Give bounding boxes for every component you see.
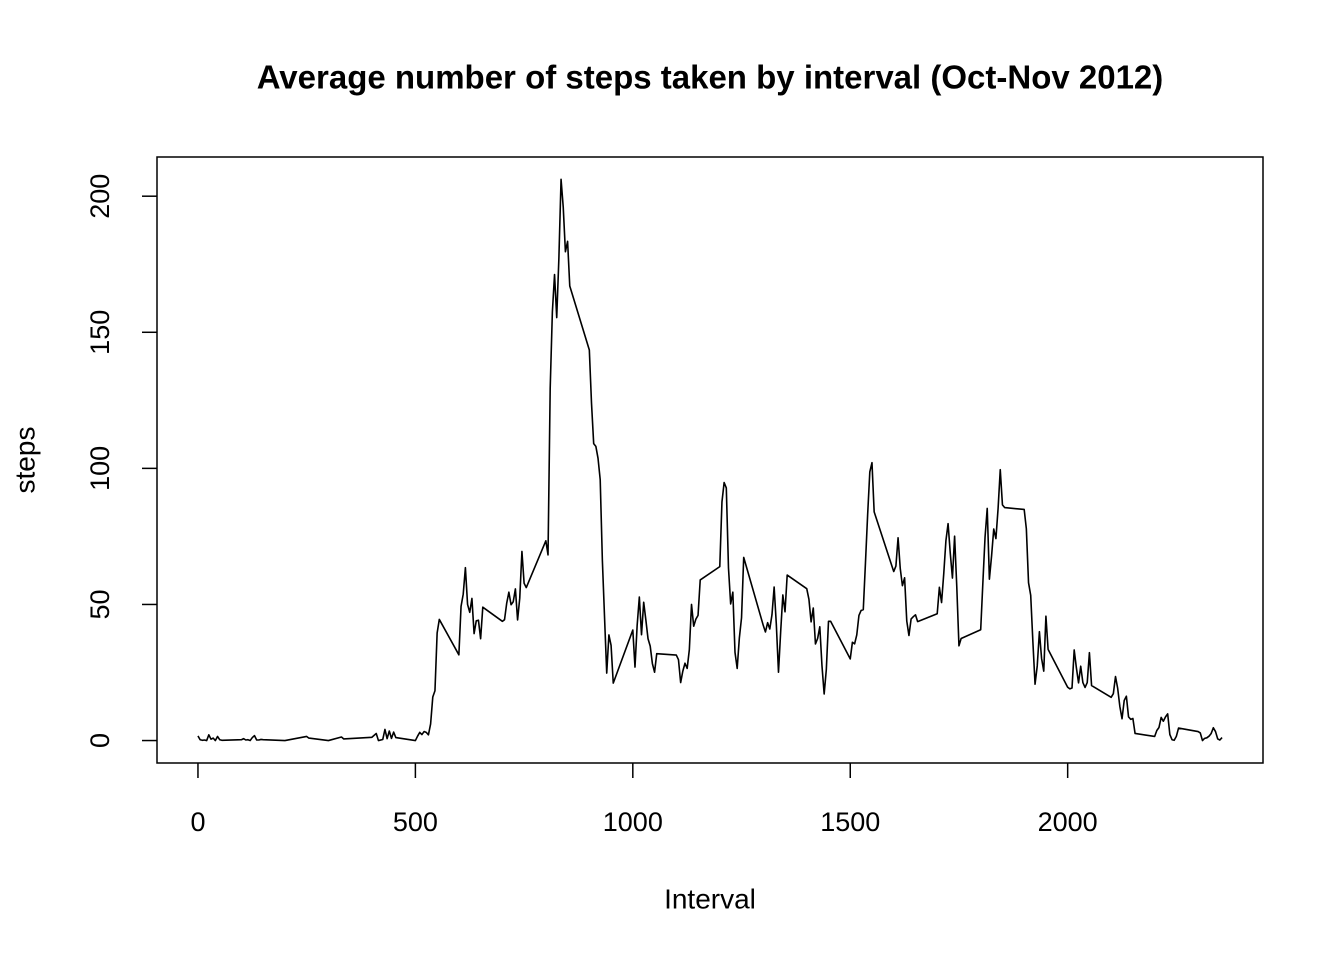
y-tick-label: 100 (85, 446, 115, 491)
x-tick-label: 1500 (820, 807, 880, 837)
line-series (197, 178, 1223, 742)
y-tick-label: 150 (85, 310, 115, 355)
y-axis-label: steps (9, 427, 40, 494)
x-axis-label: Interval (664, 883, 756, 914)
y-tick-label: 50 (85, 589, 115, 619)
x-tick-label: 500 (393, 807, 438, 837)
x-tick-label: 2000 (1038, 807, 1098, 837)
plot-box (156, 156, 1264, 764)
y-tick-label: 0 (85, 733, 115, 748)
x-tick-label: 1000 (603, 807, 663, 837)
x-tick-label: 0 (190, 807, 205, 837)
chart-title: Average number of steps taken by interva… (257, 59, 1164, 96)
y-tick-label: 200 (85, 174, 115, 219)
